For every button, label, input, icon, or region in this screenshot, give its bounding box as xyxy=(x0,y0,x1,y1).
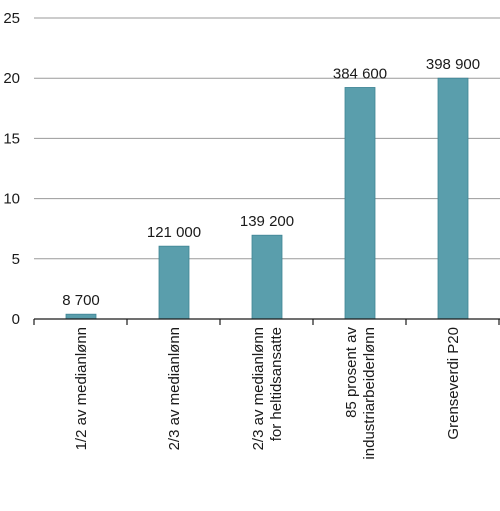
x-category-label: 2/3 av medianlønn xyxy=(166,327,183,450)
bar xyxy=(65,313,97,320)
y-tick-label: 20 xyxy=(3,70,20,87)
x-axis-category-labels: 1/2 av medianlønn 2/3 av medianlønn 2/3 av… xyxy=(73,327,462,460)
y-tick-label: 25 xyxy=(3,10,20,27)
y-tick-label: 15 xyxy=(3,130,20,147)
bar-value-label: 398 900 xyxy=(426,56,480,73)
x-category-label: industriarbeiderlønn xyxy=(361,327,378,460)
x-category-label: 85 prosent av xyxy=(343,327,360,418)
bar-value-label: 384 600 xyxy=(333,65,387,82)
bar xyxy=(251,234,283,320)
x-category-label: 2/3 av medianlønn xyxy=(250,327,267,450)
y-tick-label: 10 xyxy=(3,191,20,208)
y-tick-label: 0 xyxy=(12,311,20,328)
x-category-label: 1/2 av medianlønn xyxy=(73,327,90,450)
bar xyxy=(437,77,469,320)
y-axis-ticks: 0 5 10 15 20 25 xyxy=(3,10,20,328)
x-category-label: Grenseverdi P20 xyxy=(445,327,462,440)
x-axis xyxy=(33,318,500,325)
bar xyxy=(158,245,190,320)
x-category-label: for heltidsansatte xyxy=(268,327,285,441)
gridlines xyxy=(34,17,500,260)
bar-value-label: 139 200 xyxy=(240,213,294,230)
bar-value-label: 8 700 xyxy=(62,292,100,309)
bar xyxy=(344,87,376,320)
data-labels: 8 700 121 000 139 200 384 600 398 900 xyxy=(62,56,480,309)
bars xyxy=(65,77,469,320)
bar-value-label: 121 000 xyxy=(147,224,201,241)
y-tick-label: 5 xyxy=(12,251,20,268)
